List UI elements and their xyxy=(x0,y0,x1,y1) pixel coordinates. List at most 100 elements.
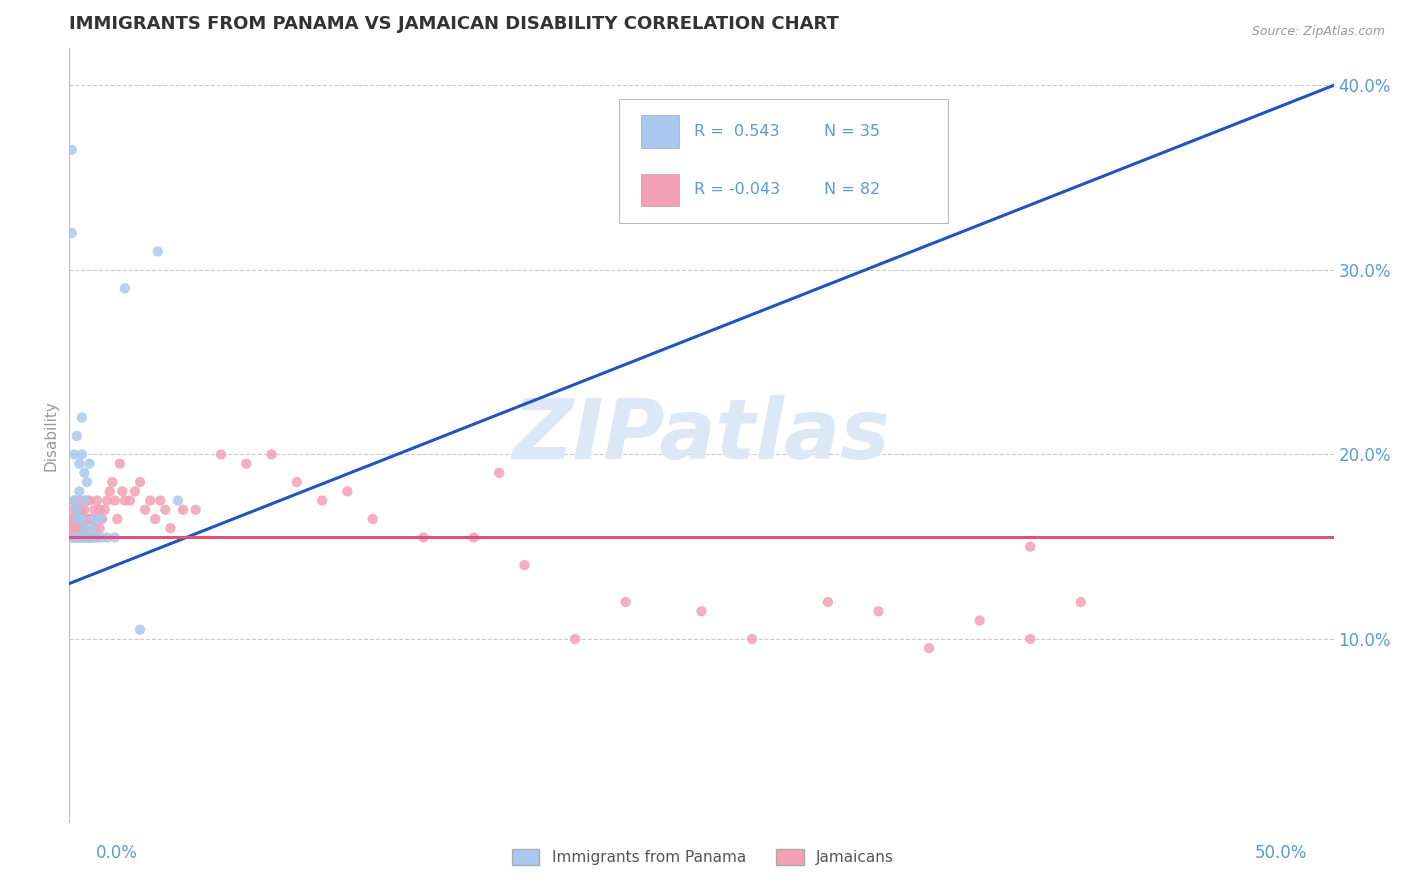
Text: ZIPatlas: ZIPatlas xyxy=(513,395,890,476)
Point xyxy=(336,484,359,499)
Point xyxy=(79,531,101,545)
Point xyxy=(89,521,111,535)
Point xyxy=(149,493,172,508)
Point xyxy=(80,531,103,545)
Point xyxy=(73,521,96,535)
Point xyxy=(159,521,181,535)
Point xyxy=(76,531,98,545)
Point xyxy=(98,484,121,499)
Point xyxy=(86,493,108,508)
Point xyxy=(80,521,103,535)
Point xyxy=(155,502,177,516)
Point xyxy=(114,493,136,508)
Point xyxy=(73,493,96,508)
Point xyxy=(96,531,118,545)
Point xyxy=(66,531,89,545)
Point xyxy=(96,493,118,508)
Point xyxy=(66,502,89,516)
FancyBboxPatch shape xyxy=(641,174,679,206)
Point xyxy=(146,244,169,259)
Point xyxy=(104,493,127,508)
Point xyxy=(83,521,105,535)
Legend: Immigrants from Panama, Jamaicans: Immigrants from Panama, Jamaicans xyxy=(506,843,900,871)
Point xyxy=(285,475,308,489)
Point xyxy=(129,623,152,637)
Point xyxy=(66,429,89,443)
Point xyxy=(463,531,485,545)
Point xyxy=(172,502,194,516)
Point xyxy=(1019,632,1042,646)
Point xyxy=(67,531,90,545)
Point xyxy=(83,512,105,526)
Point xyxy=(614,595,637,609)
Point xyxy=(969,614,991,628)
Point xyxy=(63,493,86,508)
Point xyxy=(70,447,93,461)
Point xyxy=(60,521,83,535)
Point xyxy=(143,512,166,526)
Point xyxy=(93,502,115,516)
Point xyxy=(60,531,83,545)
Point xyxy=(73,466,96,480)
Point xyxy=(66,531,89,545)
Text: R =  0.543: R = 0.543 xyxy=(693,124,779,139)
Point xyxy=(67,512,90,526)
Point xyxy=(70,531,93,545)
Point xyxy=(260,447,283,461)
Point xyxy=(118,493,141,508)
Point xyxy=(108,457,131,471)
Point xyxy=(76,531,98,545)
Point xyxy=(67,521,90,535)
Point xyxy=(66,521,89,535)
Point xyxy=(79,457,101,471)
Point xyxy=(209,447,232,461)
Text: 0.0%: 0.0% xyxy=(96,844,138,862)
Point xyxy=(67,502,90,516)
Point xyxy=(63,531,86,545)
Point xyxy=(690,604,713,618)
Point xyxy=(67,531,90,545)
Point xyxy=(918,641,941,656)
Point xyxy=(67,484,90,499)
Point xyxy=(741,632,763,646)
Point xyxy=(89,512,111,526)
Point xyxy=(488,466,510,480)
Point xyxy=(79,531,101,545)
Point xyxy=(91,512,114,526)
Point xyxy=(63,447,86,461)
Point xyxy=(67,493,90,508)
Point xyxy=(70,512,93,526)
Point xyxy=(513,558,536,573)
Point xyxy=(184,502,207,516)
Point xyxy=(89,502,111,516)
Point xyxy=(114,281,136,295)
Point xyxy=(70,410,93,425)
Point xyxy=(63,531,86,545)
Point xyxy=(76,512,98,526)
Point xyxy=(76,493,98,508)
Text: Source: ZipAtlas.com: Source: ZipAtlas.com xyxy=(1251,25,1385,38)
Point xyxy=(134,502,156,516)
Point xyxy=(105,512,128,526)
Point xyxy=(70,531,93,545)
Point xyxy=(73,531,96,545)
Point xyxy=(83,531,105,545)
Point xyxy=(79,512,101,526)
Point xyxy=(1070,595,1092,609)
Point xyxy=(70,521,93,535)
Point xyxy=(66,502,89,516)
Point xyxy=(111,484,134,499)
Point xyxy=(311,493,333,508)
Point xyxy=(235,457,257,471)
Point xyxy=(104,531,127,545)
Point xyxy=(139,493,162,508)
Text: IMMIGRANTS FROM PANAMA VS JAMAICAN DISABILITY CORRELATION CHART: IMMIGRANTS FROM PANAMA VS JAMAICAN DISAB… xyxy=(69,15,839,33)
Point xyxy=(91,531,114,545)
Point xyxy=(66,512,89,526)
Text: N = 35: N = 35 xyxy=(824,124,880,139)
Point xyxy=(76,475,98,489)
Point xyxy=(70,502,93,516)
Point xyxy=(86,531,108,545)
Point xyxy=(63,512,86,526)
Point xyxy=(67,457,90,471)
